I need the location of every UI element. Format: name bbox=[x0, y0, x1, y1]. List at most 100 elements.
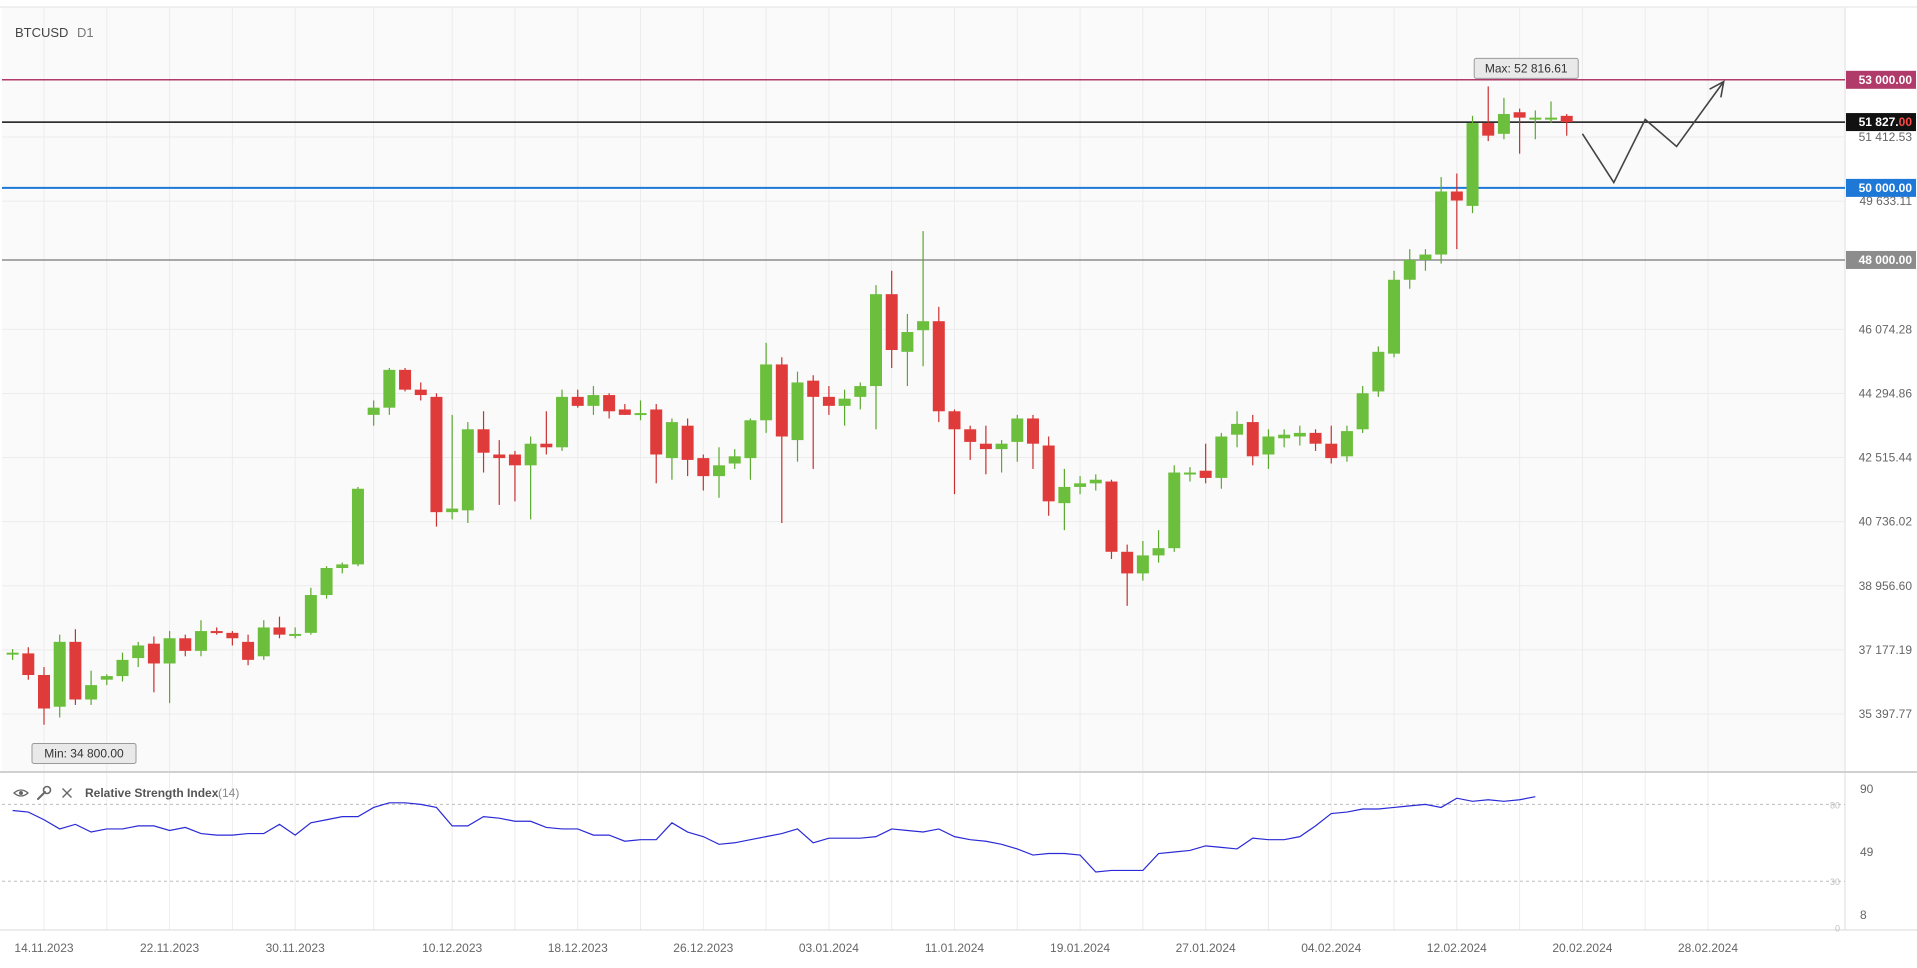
candle-body bbox=[226, 632, 239, 639]
price-tick-label: 51 412.53 bbox=[1859, 130, 1913, 144]
candle-body bbox=[618, 409, 631, 415]
candle bbox=[289, 627, 302, 639]
candle-body bbox=[242, 641, 255, 660]
candle-body bbox=[1074, 483, 1087, 487]
candle-body bbox=[320, 568, 333, 596]
candle bbox=[587, 386, 600, 415]
candle bbox=[1513, 108, 1526, 154]
date-axis: 14.11.2023 22.11.2023 30.11.2023 10.12.2023… bbox=[14, 941, 1738, 955]
wrench-icon[interactable] bbox=[37, 785, 52, 800]
date-tick-label: 03.01.2024 bbox=[799, 941, 859, 955]
candle bbox=[304, 587, 317, 635]
candle bbox=[1325, 425, 1338, 464]
candle bbox=[242, 634, 255, 666]
candle-body bbox=[194, 631, 207, 651]
price-tick-label: 42 515.44 bbox=[1859, 451, 1913, 465]
candle-body bbox=[336, 564, 349, 569]
candle-body bbox=[493, 454, 506, 459]
candle-body bbox=[1121, 551, 1134, 574]
candle-body bbox=[524, 443, 537, 466]
grid-layer bbox=[2, 8, 1846, 930]
candle-body bbox=[1246, 422, 1259, 457]
level-badge-label: 50 000.00 bbox=[1859, 181, 1913, 195]
candle bbox=[399, 368, 412, 392]
candle-body bbox=[1089, 479, 1102, 484]
candle bbox=[383, 368, 396, 415]
candle bbox=[1168, 465, 1181, 552]
candle-body bbox=[932, 321, 945, 412]
candle bbox=[273, 616, 286, 639]
candle bbox=[964, 425, 977, 460]
min-callout: Min: 34 800.00 bbox=[31, 743, 137, 765]
level-badge-label: 48 000.00 bbox=[1859, 253, 1913, 267]
candle bbox=[885, 270, 898, 369]
candle bbox=[336, 562, 349, 574]
candle-body bbox=[713, 465, 726, 477]
price-tick-label: 46 074.28 bbox=[1859, 322, 1913, 336]
candle-body bbox=[304, 595, 317, 633]
candle bbox=[603, 393, 616, 419]
candle-body bbox=[1262, 436, 1275, 455]
candle bbox=[179, 634, 192, 657]
candle-body bbox=[964, 429, 977, 442]
candle bbox=[69, 629, 82, 705]
candle bbox=[508, 450, 521, 502]
candle-body bbox=[1403, 259, 1416, 280]
candle-body bbox=[1199, 470, 1212, 478]
rsi-tick-label: 49 bbox=[1860, 845, 1874, 859]
candle-body bbox=[100, 676, 113, 680]
date-tick-label: 28.02.2024 bbox=[1678, 941, 1738, 955]
candle-body bbox=[1042, 445, 1055, 502]
indicator-param: (14) bbox=[218, 786, 239, 800]
price-tick-label: 44 294.86 bbox=[1859, 386, 1913, 400]
symbol-label: BTCUSD bbox=[15, 25, 68, 40]
candle-body bbox=[477, 429, 490, 453]
rsi-panel: 90 49 8 80 30 0 bbox=[2, 782, 1874, 933]
candle-body bbox=[556, 396, 569, 448]
close-icon[interactable] bbox=[62, 788, 72, 798]
candle-body bbox=[289, 633, 302, 636]
candle bbox=[618, 404, 631, 415]
candle-body bbox=[634, 413, 647, 416]
candle-body bbox=[147, 643, 160, 664]
candle bbox=[6, 649, 19, 660]
candle bbox=[100, 674, 113, 686]
candle-body bbox=[838, 398, 851, 406]
candle bbox=[446, 414, 459, 520]
candle-body bbox=[430, 396, 443, 513]
candle bbox=[493, 440, 506, 505]
candle-body bbox=[53, 641, 66, 707]
candle bbox=[132, 641, 145, 668]
candle-body bbox=[383, 369, 396, 408]
candle-body bbox=[1278, 434, 1291, 439]
candle-body bbox=[775, 364, 788, 437]
candle bbox=[1560, 114, 1573, 136]
candle-body bbox=[1011, 418, 1024, 442]
candle-body bbox=[1168, 472, 1181, 549]
candle-body bbox=[1450, 191, 1463, 201]
candle bbox=[744, 418, 757, 480]
date-tick-label: 30.11.2023 bbox=[266, 941, 325, 955]
candle bbox=[1435, 177, 1448, 264]
candle-body bbox=[163, 638, 176, 664]
candle-layer bbox=[6, 86, 1573, 725]
level-badge bbox=[1846, 178, 1916, 197]
plot-background bbox=[2, 7, 1844, 773]
candle bbox=[194, 620, 207, 657]
candle bbox=[1074, 476, 1087, 495]
min-callout-text: Min: 34 800.00 bbox=[44, 747, 124, 761]
eye-icon[interactable] bbox=[13, 789, 29, 797]
callout-layer: Max: 52 816.61 Min: 34 800.00 bbox=[31, 57, 1579, 765]
candle-body bbox=[540, 443, 553, 448]
candle bbox=[1529, 110, 1542, 140]
candle bbox=[948, 409, 961, 495]
candle-body bbox=[760, 364, 773, 421]
candle bbox=[1309, 429, 1322, 451]
projection-path bbox=[1581, 81, 1725, 185]
candle bbox=[681, 418, 694, 477]
drawing-layer[interactable] bbox=[1581, 80, 1725, 185]
candle-body bbox=[399, 369, 412, 390]
candle bbox=[1356, 386, 1369, 433]
